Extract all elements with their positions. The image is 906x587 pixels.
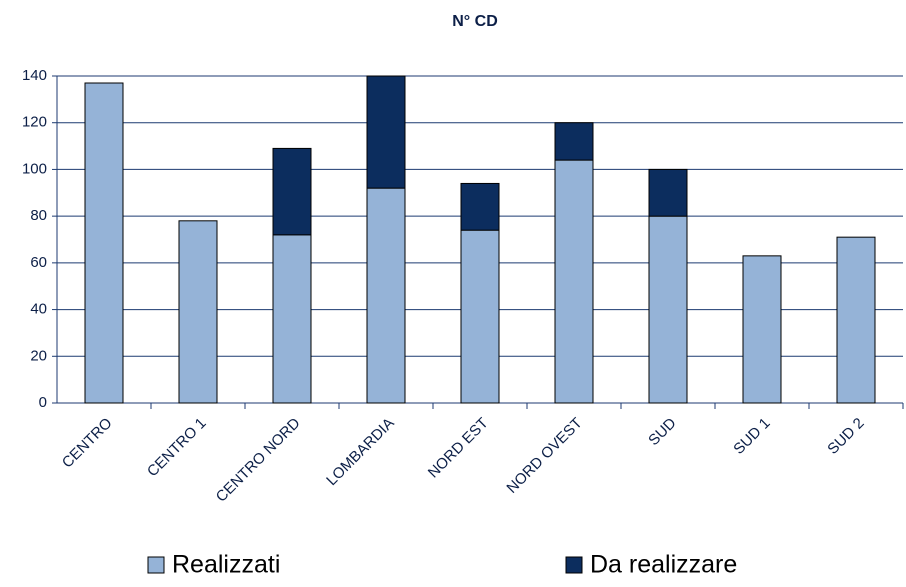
- chart-title: N° CD: [452, 13, 498, 30]
- x-tick-label: CENTRO NORD: [213, 415, 304, 506]
- x-tick-label: SUD 1: [730, 415, 773, 458]
- y-tick-label: 60: [30, 254, 47, 271]
- y-tick-label: 140: [22, 67, 47, 84]
- bar-segment: [272, 234, 312, 404]
- bar-segment: [460, 229, 500, 404]
- x-tick-label: NORD EST: [425, 415, 492, 482]
- bar-segment: [366, 187, 406, 404]
- legend-swatch: [565, 556, 583, 574]
- bar-segment: [272, 147, 312, 236]
- y-tick-label: 0: [39, 394, 47, 411]
- y-tick-label: 120: [22, 114, 47, 131]
- x-tick-label: LOMBARDIA: [323, 415, 398, 490]
- bar-segment: [178, 220, 218, 404]
- x-tick-label: SUD 2: [824, 415, 867, 458]
- bar-segment: [554, 159, 594, 404]
- legend-swatch: [147, 556, 165, 574]
- y-tick-label: 100: [22, 160, 47, 177]
- x-tick-label: SUD: [645, 414, 680, 449]
- bar-segment: [648, 215, 688, 404]
- bar-segment: [648, 168, 688, 217]
- legend-label: Da realizzare: [590, 551, 737, 579]
- bar-segment: [836, 236, 876, 404]
- bar-segment: [742, 255, 782, 404]
- y-tick-label: 20: [30, 347, 47, 364]
- bar-segment: [366, 75, 406, 189]
- y-tick-label: 80: [30, 207, 47, 224]
- x-tick-label: CENTRO 1: [144, 415, 210, 481]
- bar-segment: [460, 182, 500, 231]
- y-tick-label: 40: [30, 301, 47, 318]
- x-tick-label: CENTRO: [59, 415, 116, 472]
- x-tick-label: NORD OVEST: [503, 415, 585, 497]
- legend-label: Realizzati: [172, 551, 280, 579]
- bar-segment: [554, 122, 594, 161]
- bar-segment: [84, 82, 124, 404]
